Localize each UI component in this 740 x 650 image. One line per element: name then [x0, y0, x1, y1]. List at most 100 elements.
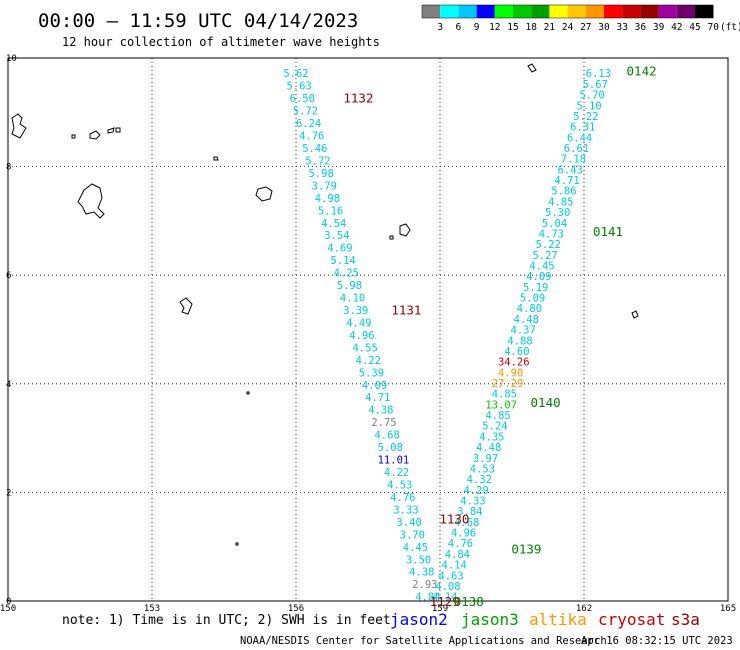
- legend-swatch: [604, 5, 623, 18]
- swh-value: 5.08: [378, 442, 403, 454]
- legend-swatch: [658, 5, 677, 18]
- y-tick-label: 4: [6, 380, 11, 390]
- pass-label: 0138: [454, 594, 484, 609]
- legend-swatch: [513, 5, 532, 18]
- pass-labels: 1132 1131 1130 1129 0142 0141 0140 0139 0138: [343, 64, 656, 610]
- swh-value: 3.70: [400, 529, 425, 541]
- legend-swatch: [476, 5, 495, 18]
- swh-value: 4.29: [463, 485, 488, 497]
- swh-value: 4.96: [349, 330, 374, 342]
- pass-label: 1132: [343, 91, 373, 106]
- legend-label: 39: [653, 22, 665, 33]
- swh-value: 7.18: [561, 154, 586, 166]
- swh-value: 4.45: [529, 260, 554, 272]
- swh-value: 6.50: [290, 93, 315, 105]
- legend-swatch: [422, 5, 441, 18]
- legend-swatch: [458, 5, 477, 18]
- footer-note: note: 1) Time is in UTC; 2) SWH is in fe…: [62, 613, 391, 628]
- swh-value: 3.54: [324, 230, 349, 242]
- page-title: 00:00 – 11:59 UTC 04/14/2023: [38, 10, 358, 32]
- axis-ticks: 150 153 156 159 162 165 10 8 6 4 2 0: [0, 54, 736, 614]
- swh-value: 2.75: [371, 417, 396, 429]
- swh-value: 4.37: [511, 325, 536, 337]
- pass-label: 0140: [531, 395, 561, 410]
- swh-value: 3.84: [457, 506, 482, 518]
- swh-value: 4.84: [415, 592, 440, 604]
- legend-swatch: [440, 5, 459, 18]
- swh-value: 4.68: [374, 430, 399, 442]
- swh-value: 4.85: [548, 196, 573, 208]
- swh-value: 4.88: [507, 335, 532, 347]
- grid-lines: [7, 57, 729, 602]
- swh-value: 5.72: [305, 155, 330, 167]
- swh-value: 4.33: [460, 496, 485, 508]
- swh-value: 6.61: [564, 143, 589, 155]
- legend-label: 42: [671, 22, 682, 33]
- page-subtitle: 12 hour collection of altimeter wave hei…: [62, 35, 380, 49]
- credit-text: NOAA/NESDIS Center for Satellite Applica…: [240, 635, 607, 647]
- swh-value: 4.68: [454, 517, 479, 529]
- swh-value: 4.25: [334, 268, 359, 280]
- x-tick-label: 159: [432, 604, 448, 614]
- swh-value: 5.86: [551, 186, 576, 198]
- swh-value: 5.24: [482, 421, 507, 433]
- swh-value: 4.22: [384, 467, 409, 479]
- satellite-name: s3a: [671, 610, 700, 629]
- swh-value: 5.70: [579, 90, 604, 102]
- swh-value: 5.98: [308, 168, 333, 180]
- pass-label: 0142: [627, 64, 657, 79]
- track-values: 5.625.636.505.726.244.765.465.725.983.79…: [283, 68, 611, 603]
- legend-swatch: [567, 5, 586, 18]
- swh-value: 4.35: [479, 431, 504, 443]
- swh-value: 4.14: [432, 592, 457, 604]
- swh-value: 4.09: [526, 271, 551, 283]
- legend-swatch: [531, 5, 550, 18]
- swh-value: 4.73: [539, 228, 564, 240]
- legend-label: 70: [707, 22, 719, 33]
- legend-swatch: [622, 5, 641, 18]
- swh-value: 5.14: [330, 255, 355, 267]
- swh-value: 11.01: [378, 455, 410, 467]
- x-tick-label: 153: [144, 604, 160, 614]
- swh-value: 4.48: [514, 314, 539, 326]
- legend-swatch: [585, 5, 604, 18]
- legend-label: 27: [580, 22, 591, 33]
- swh-value: 5.19: [523, 282, 548, 294]
- swh-value: 2.93: [412, 579, 437, 591]
- swh-value: 6.13: [586, 68, 611, 80]
- island-outlines: [11, 63, 639, 546]
- swh-value: 6.43: [558, 164, 583, 176]
- swh-value: 3.40: [396, 517, 421, 529]
- swh-value: 4.71: [554, 175, 579, 187]
- swh-value: 6.31: [570, 122, 595, 134]
- swh-value: 4.14: [442, 560, 467, 572]
- legend-swatch: [695, 5, 714, 18]
- swh-value: 4.63: [438, 570, 463, 582]
- swh-value: 4.32: [467, 474, 492, 486]
- swh-value: 5.09: [520, 293, 545, 305]
- swh-value: 13.07: [485, 399, 517, 411]
- swh-value: 4.76: [299, 131, 324, 143]
- swh-value: 5.22: [573, 111, 598, 123]
- swh-value: 4.69: [327, 243, 352, 255]
- legend-label: 6: [456, 22, 462, 33]
- legend-label: 30: [598, 22, 610, 33]
- swh-value: 4.54: [321, 218, 346, 230]
- timestamp-text: Apr 16 08:32:15 UTC 2023: [581, 635, 733, 647]
- x-tick-label: 165: [720, 604, 736, 614]
- swh-value: 4.09: [362, 380, 387, 392]
- swh-value: 5.62: [283, 68, 308, 80]
- legend-label: 3: [437, 22, 443, 33]
- swh-value: 3.39: [343, 305, 368, 317]
- swh-value: 5.46: [302, 143, 327, 155]
- legend-label: 12: [489, 22, 500, 33]
- swh-value: 34.26: [498, 357, 530, 369]
- swh-value: 4.84: [445, 549, 470, 561]
- swh-value: 4.80: [517, 303, 542, 315]
- swh-value: 4.08: [435, 581, 460, 593]
- x-tick-label: 156: [288, 604, 304, 614]
- swh-value: 5.98: [337, 280, 362, 292]
- swh-value: 3.50: [406, 554, 431, 566]
